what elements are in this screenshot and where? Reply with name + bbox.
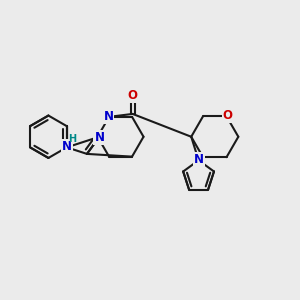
Text: N: N xyxy=(103,110,113,123)
Text: N: N xyxy=(62,140,72,153)
Text: H: H xyxy=(68,134,76,143)
Text: O: O xyxy=(223,109,233,122)
Text: N: N xyxy=(194,153,204,166)
Text: N: N xyxy=(94,131,104,144)
Text: O: O xyxy=(128,89,138,102)
